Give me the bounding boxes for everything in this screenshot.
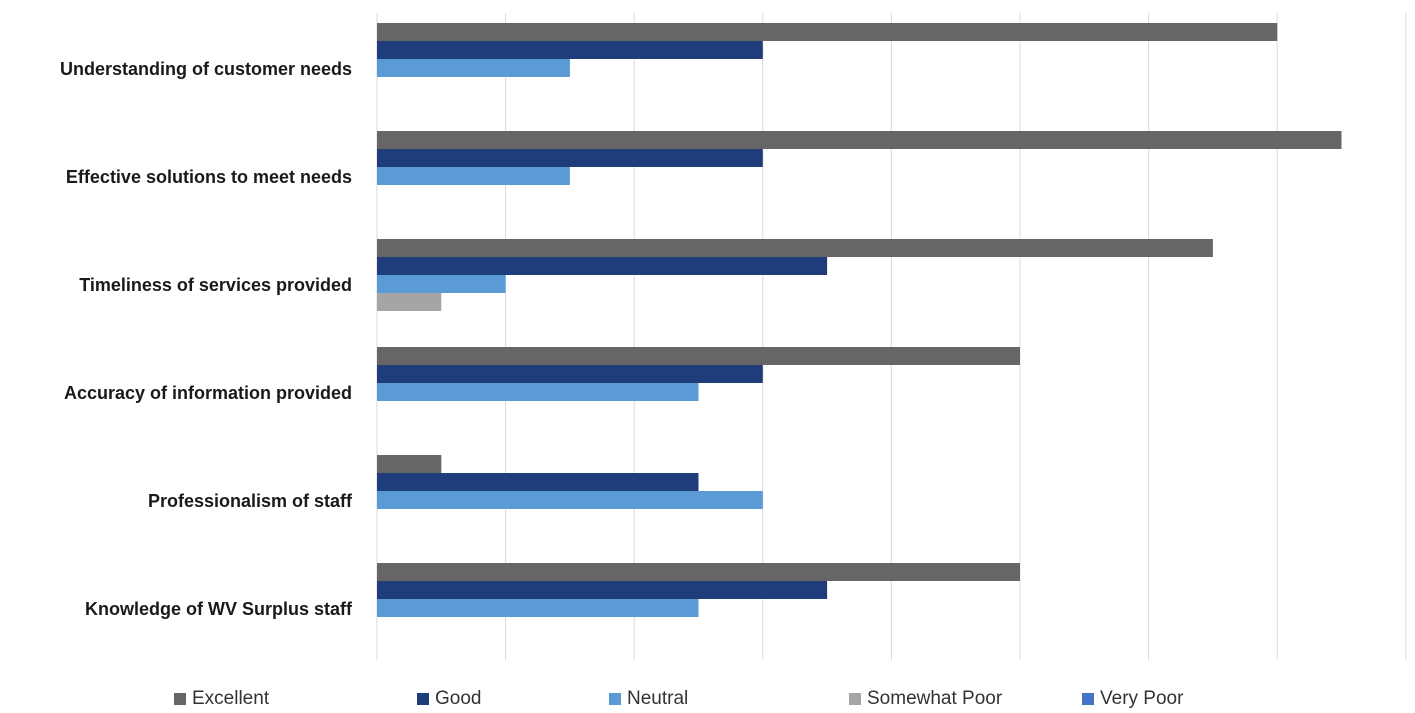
legend-item-good: Good [417, 688, 481, 710]
bar-excellent [377, 239, 1213, 257]
bar-neutral [377, 599, 699, 617]
bar-good [377, 41, 763, 59]
legend: Excellent Good Neutral Somewhat Poor Very Po… [0, 688, 1415, 712]
bar-good [377, 149, 763, 167]
bar-chart: Understanding of customer needs Effective… [60, 13, 1407, 660]
legend-label: Somewhat Poor [867, 688, 1003, 709]
category-label: Understanding of customer needs [60, 59, 352, 79]
bar-excellent [377, 131, 1342, 149]
legend-item-very-poor: Very Poor [1082, 688, 1183, 710]
category-label: Effective solutions to meet needs [66, 167, 352, 187]
bar-neutral [377, 275, 506, 293]
bar-good [377, 581, 828, 599]
bar-excellent [377, 455, 442, 473]
gridlines [376, 13, 1407, 660]
legend-label: Excellent [192, 688, 270, 709]
legend-item-neutral: Neutral [609, 688, 688, 710]
legend-swatch [174, 693, 186, 705]
category-label: Timeliness of services provided [79, 275, 352, 295]
bar-good [377, 257, 828, 275]
bar-neutral [377, 491, 763, 509]
legend-swatch [417, 693, 429, 705]
legend-swatch [849, 693, 861, 705]
bar-excellent [377, 563, 1020, 581]
legend-label: Very Poor [1100, 688, 1184, 709]
bar-excellent [377, 23, 1278, 41]
category-labels: Understanding of customer needs Effective… [60, 59, 353, 619]
bars [377, 23, 1342, 617]
legend-item-excellent: Excellent [174, 688, 269, 710]
bar-neutral [377, 59, 570, 77]
category-label: Accuracy of information provided [64, 383, 352, 403]
bar-somewhat-poor [377, 293, 442, 311]
legend-swatch [1082, 693, 1094, 705]
legend-label: Good [435, 688, 482, 709]
legend-swatch [609, 693, 621, 705]
category-label: Knowledge of WV Surplus staff [85, 599, 353, 619]
bar-good [377, 365, 763, 383]
bar-good [377, 473, 699, 491]
bar-neutral [377, 383, 699, 401]
bar-neutral [377, 167, 570, 185]
legend-item-somewhat-poor: Somewhat Poor [849, 688, 1002, 710]
legend-label: Neutral [627, 688, 689, 709]
category-label: Professionalism of staff [148, 491, 353, 511]
bar-excellent [377, 347, 1020, 365]
